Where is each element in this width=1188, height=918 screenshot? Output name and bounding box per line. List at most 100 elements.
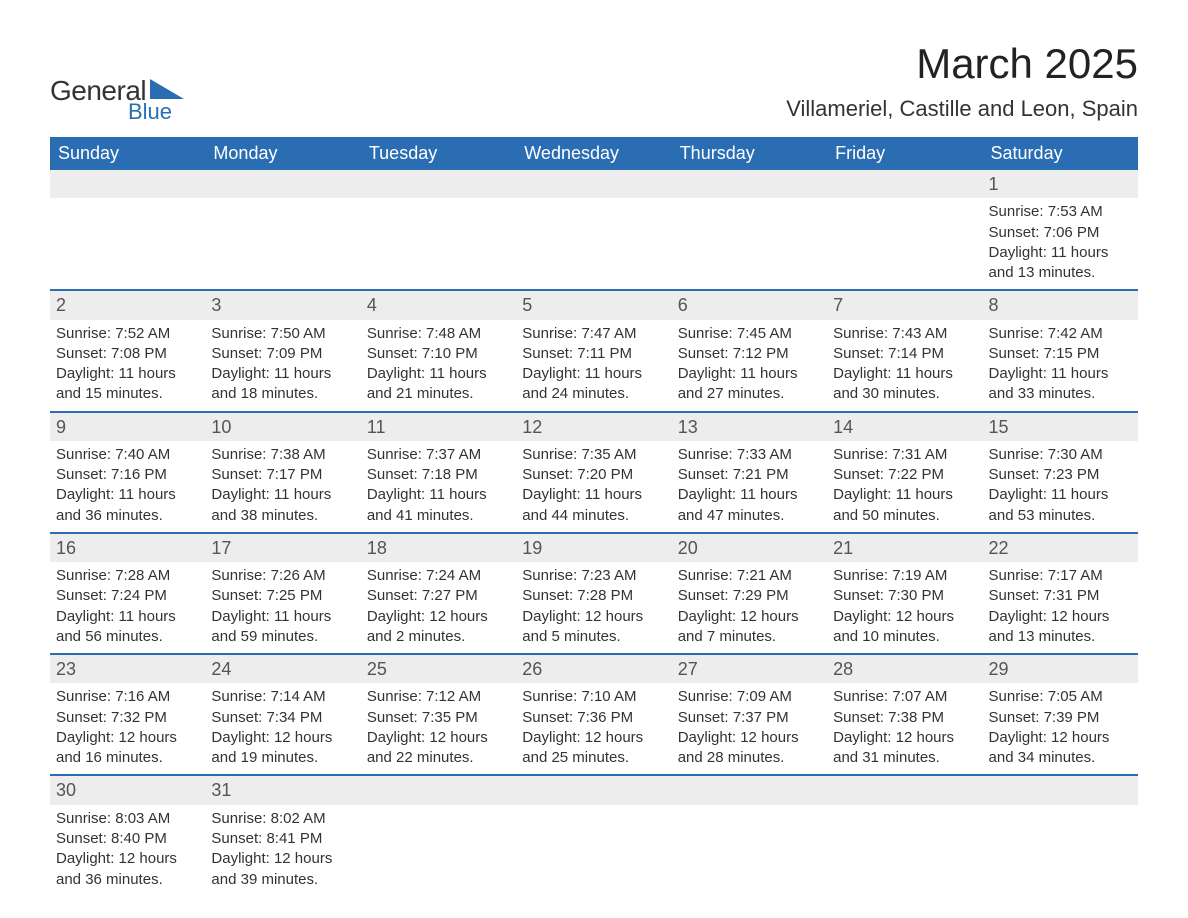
sunrise-line: Sunrise: 7:48 AM [367,324,510,344]
daylight-line: Daylight: 11 hours and 24 minutes. [522,364,665,405]
sunrise-line: Sunrise: 7:42 AM [989,324,1132,344]
sunrise-line: Sunrise: 8:02 AM [211,809,354,829]
day-number-cell [827,775,982,804]
sunrise-line: Sunrise: 7:09 AM [678,687,821,707]
daylight-line: Daylight: 12 hours and 19 minutes. [211,728,354,769]
day-cell: Sunrise: 7:19 AMSunset: 7:30 PMDaylight:… [827,562,982,654]
daylight-line: Daylight: 12 hours and 13 minutes. [989,607,1132,648]
day-number: 10 [205,413,360,441]
sunrise-line: Sunrise: 7:38 AM [211,445,354,465]
weekday-header: Friday [827,137,982,170]
day-number: 29 [983,655,1138,683]
daylight-line: Daylight: 12 hours and 5 minutes. [522,607,665,648]
day-cell: Sunrise: 7:45 AMSunset: 7:12 PMDaylight:… [672,320,827,412]
sunset-line: Sunset: 7:15 PM [989,344,1132,364]
day-number: 16 [50,534,205,562]
day-cell: Sunrise: 7:37 AMSunset: 7:18 PMDaylight:… [361,441,516,533]
day-number: 12 [516,413,671,441]
daylight-line: Daylight: 11 hours and 44 minutes. [522,485,665,526]
day-number-cell: 2 [50,290,205,319]
day-cell: Sunrise: 7:28 AMSunset: 7:24 PMDaylight:… [50,562,205,654]
day-cell: Sunrise: 7:14 AMSunset: 7:34 PMDaylight:… [205,683,360,775]
daylight-line: Daylight: 12 hours and 16 minutes. [56,728,199,769]
day-number-cell: 6 [672,290,827,319]
sunrise-line: Sunrise: 7:30 AM [989,445,1132,465]
weekday-header: Saturday [983,137,1138,170]
day-number: 14 [827,413,982,441]
day-number: 19 [516,534,671,562]
day-number: 9 [50,413,205,441]
day-number-cell [983,775,1138,804]
day-cell [983,805,1138,896]
day-number-cell: 22 [983,533,1138,562]
sunset-line: Sunset: 7:21 PM [678,465,821,485]
day-number: 22 [983,534,1138,562]
day-number: 7 [827,291,982,319]
sunset-line: Sunset: 7:16 PM [56,465,199,485]
logo-text-blue: Blue [128,99,172,125]
sunrise-line: Sunrise: 7:35 AM [522,445,665,465]
day-number-cell: 16 [50,533,205,562]
sunrise-line: Sunrise: 7:12 AM [367,687,510,707]
sunrise-line: Sunrise: 7:16 AM [56,687,199,707]
day-number: 1 [983,170,1138,198]
day-cell [361,198,516,290]
calendar-table: SundayMondayTuesdayWednesdayThursdayFrid… [50,137,1138,896]
day-number: 17 [205,534,360,562]
daylight-line: Daylight: 11 hours and 15 minutes. [56,364,199,405]
day-cell: Sunrise: 7:43 AMSunset: 7:14 PMDaylight:… [827,320,982,412]
day-cell: Sunrise: 8:02 AMSunset: 8:41 PMDaylight:… [205,805,360,896]
sunrise-line: Sunrise: 7:14 AM [211,687,354,707]
day-cell: Sunrise: 7:10 AMSunset: 7:36 PMDaylight:… [516,683,671,775]
daylight-line: Daylight: 12 hours and 39 minutes. [211,849,354,890]
day-number: 27 [672,655,827,683]
day-number-cell: 27 [672,654,827,683]
day-cell [361,805,516,896]
daylight-line: Daylight: 11 hours and 53 minutes. [989,485,1132,526]
sunset-line: Sunset: 7:32 PM [56,708,199,728]
day-cell: Sunrise: 7:35 AMSunset: 7:20 PMDaylight:… [516,441,671,533]
sunset-line: Sunset: 7:34 PM [211,708,354,728]
day-cell: Sunrise: 7:47 AMSunset: 7:11 PMDaylight:… [516,320,671,412]
sunrise-line: Sunrise: 7:31 AM [833,445,976,465]
sunrise-line: Sunrise: 7:53 AM [989,202,1132,222]
day-cell [672,805,827,896]
sunset-line: Sunset: 7:39 PM [989,708,1132,728]
daylight-line: Daylight: 12 hours and 7 minutes. [678,607,821,648]
day-cell: Sunrise: 7:40 AMSunset: 7:16 PMDaylight:… [50,441,205,533]
day-cell: Sunrise: 7:52 AMSunset: 7:08 PMDaylight:… [50,320,205,412]
day-number: 26 [516,655,671,683]
sunrise-line: Sunrise: 7:07 AM [833,687,976,707]
day-number-cell: 10 [205,412,360,441]
daylight-line: Daylight: 12 hours and 25 minutes. [522,728,665,769]
day-cell: Sunrise: 7:38 AMSunset: 7:17 PMDaylight:… [205,441,360,533]
day-cell: Sunrise: 7:21 AMSunset: 7:29 PMDaylight:… [672,562,827,654]
title-block: March 2025 Villameriel, Castille and Leo… [786,40,1138,122]
header: General Blue March 2025 Villameriel, Cas… [50,40,1138,125]
sunset-line: Sunset: 7:10 PM [367,344,510,364]
day-number: 13 [672,413,827,441]
sunset-line: Sunset: 7:22 PM [833,465,976,485]
day-cell [827,198,982,290]
month-title: March 2025 [786,40,1138,88]
sunrise-line: Sunrise: 7:24 AM [367,566,510,586]
weekday-header: Thursday [672,137,827,170]
sunset-line: Sunset: 7:09 PM [211,344,354,364]
daylight-line: Daylight: 11 hours and 38 minutes. [211,485,354,526]
day-cell: Sunrise: 7:16 AMSunset: 7:32 PMDaylight:… [50,683,205,775]
sunset-line: Sunset: 7:06 PM [989,223,1132,243]
day-number: 21 [827,534,982,562]
daylight-line: Daylight: 11 hours and 21 minutes. [367,364,510,405]
sunset-line: Sunset: 7:18 PM [367,465,510,485]
sunrise-line: Sunrise: 8:03 AM [56,809,199,829]
sunrise-line: Sunrise: 7:26 AM [211,566,354,586]
sunrise-line: Sunrise: 7:47 AM [522,324,665,344]
sunset-line: Sunset: 7:24 PM [56,586,199,606]
day-number-cell: 18 [361,533,516,562]
sunrise-line: Sunrise: 7:52 AM [56,324,199,344]
sunset-line: Sunset: 7:17 PM [211,465,354,485]
day-number-cell [672,775,827,804]
sunset-line: Sunset: 8:40 PM [56,829,199,849]
day-cell: Sunrise: 7:23 AMSunset: 7:28 PMDaylight:… [516,562,671,654]
day-cell: Sunrise: 7:42 AMSunset: 7:15 PMDaylight:… [983,320,1138,412]
